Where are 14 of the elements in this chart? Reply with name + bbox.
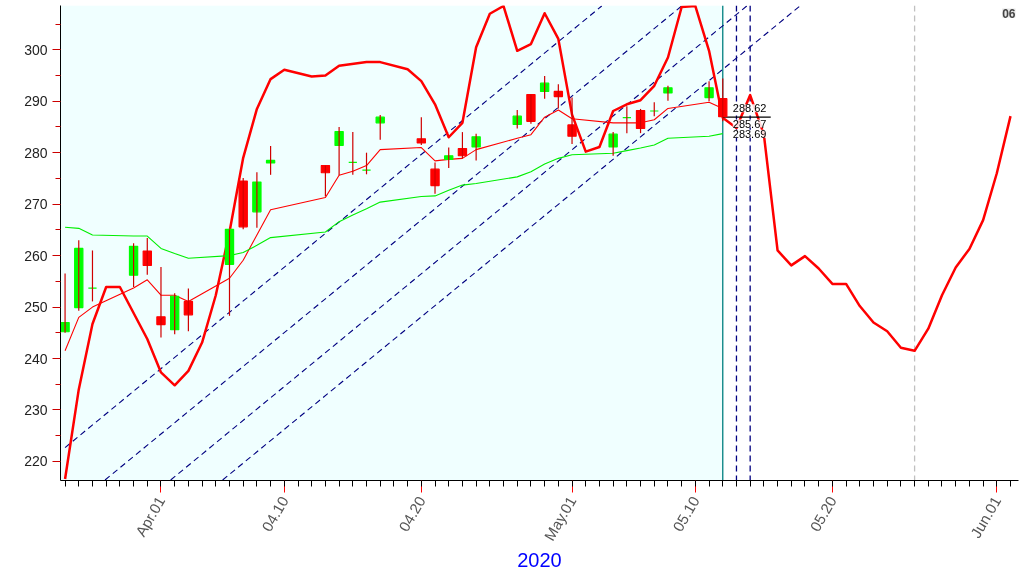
- y-tick-label: 220: [24, 453, 48, 470]
- annotation: 288.62: [732, 102, 767, 115]
- annotation: 285.67: [732, 117, 767, 130]
- x-axis-title: 2020: [517, 548, 562, 571]
- y-tick-label: 300: [24, 41, 48, 58]
- y-tick-label: 270: [24, 196, 48, 213]
- y-tick-label: 280: [24, 144, 48, 161]
- annotation: 06: [1002, 6, 1016, 21]
- y-tick-label: 250: [24, 299, 48, 316]
- annotation: 283.69: [732, 127, 767, 140]
- y-tick-label: 230: [24, 402, 48, 418]
- y-tick-label: 290: [24, 93, 48, 110]
- y-tick-label: 260: [24, 247, 48, 264]
- y-tick-label: 240: [24, 350, 48, 367]
